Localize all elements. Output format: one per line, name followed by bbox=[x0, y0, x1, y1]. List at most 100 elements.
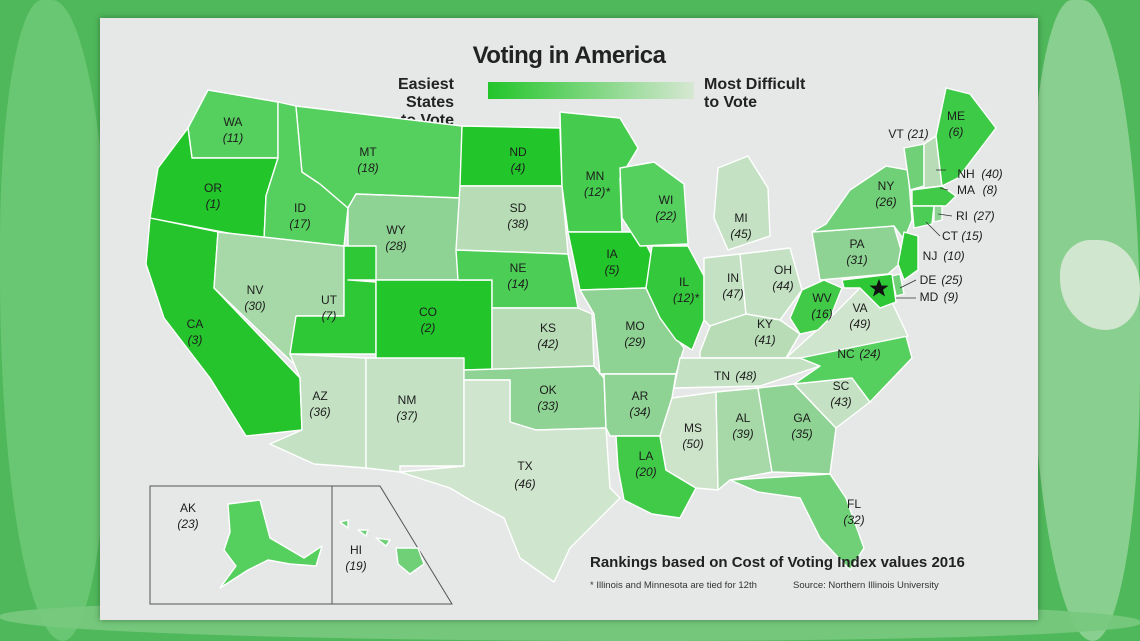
state-shape-md[interactable] bbox=[841, 273, 897, 309]
map-title: Voting in America bbox=[472, 42, 666, 69]
state-rank-nh: (40) bbox=[981, 167, 1002, 181]
legend-difficult-line1: Most Difficult bbox=[704, 76, 806, 93]
state-rank-id: (17) bbox=[289, 217, 310, 231]
state-rank-tx: (46) bbox=[514, 477, 535, 491]
source-credit: Source: Northern Illinois University bbox=[793, 580, 939, 591]
state-shape-nm[interactable] bbox=[365, 357, 465, 473]
state-shape-ma[interactable] bbox=[911, 185, 957, 207]
state-label-nv: NV bbox=[247, 283, 264, 297]
state-rank-oh: (44) bbox=[772, 279, 793, 293]
state-rank-or: (1) bbox=[206, 197, 221, 211]
state-shape-ct[interactable] bbox=[911, 205, 935, 229]
state-rank-nm: (37) bbox=[396, 409, 417, 423]
state-label-de: DE bbox=[920, 273, 937, 287]
state-label-or: OR bbox=[204, 181, 222, 195]
legend-difficult-label: Most Difficult to Vote bbox=[704, 76, 864, 112]
state-shape-oh[interactable] bbox=[739, 247, 803, 321]
map-card: Voting in America Easiest States to Vote… bbox=[100, 18, 1038, 620]
state-shape-wi[interactable] bbox=[619, 161, 689, 247]
state-rank-wv: (16) bbox=[811, 307, 832, 321]
state-rank-nd: (4) bbox=[511, 161, 526, 175]
background-shape bbox=[1060, 240, 1140, 330]
state-label-al: AL bbox=[736, 411, 751, 425]
state-rank-ak: (23) bbox=[177, 517, 198, 531]
state-shape-tx[interactable] bbox=[399, 379, 621, 583]
state-rank-mi: (45) bbox=[730, 227, 751, 241]
state-shape-nj[interactable] bbox=[897, 231, 919, 281]
state-label-nj: NJ bbox=[923, 249, 938, 263]
legend-gradient-bar bbox=[488, 82, 694, 99]
state-rank-ma: (8) bbox=[983, 183, 998, 197]
state-label-la: LA bbox=[639, 449, 654, 463]
state-shape-il[interactable] bbox=[645, 245, 705, 351]
state-label-vt: VT bbox=[888, 127, 904, 141]
legend-difficult-line2: to Vote bbox=[704, 94, 758, 111]
state-label-ca: CA bbox=[187, 317, 204, 331]
state-rank-nv: (30) bbox=[244, 299, 265, 313]
state-label-ak: AK bbox=[180, 501, 196, 515]
state-rank-mt: (18) bbox=[357, 161, 378, 175]
state-rank-mn: (12)* bbox=[584, 185, 610, 199]
star-icon bbox=[869, 279, 889, 297]
state-rank-ri: (27) bbox=[973, 209, 994, 223]
state-rank-nc: (24) bbox=[859, 347, 880, 361]
state-rank-ms: (50) bbox=[682, 437, 703, 451]
state-label-sc: SC bbox=[833, 379, 850, 393]
state-label-ar: AR bbox=[632, 389, 649, 403]
state-label-wv: WV bbox=[812, 291, 831, 305]
state-label-tn: TN bbox=[714, 369, 730, 383]
state-shape-ak[interactable] bbox=[219, 499, 323, 589]
state-label-il: IL bbox=[679, 275, 689, 289]
state-shape-hi[interactable] bbox=[339, 519, 425, 575]
state-shape-nc[interactable] bbox=[793, 335, 913, 403]
leader-line-ri bbox=[937, 213, 953, 217]
state-label-fl: FL bbox=[847, 497, 861, 511]
state-rank-la: (20) bbox=[635, 465, 656, 479]
state-rank-va: (49) bbox=[849, 317, 870, 331]
state-rank-vt: (21) bbox=[907, 127, 928, 141]
state-label-oh: OH bbox=[774, 263, 792, 277]
background-shape bbox=[0, 0, 110, 641]
state-rank-al: (39) bbox=[732, 427, 753, 441]
state-label-wa: WA bbox=[224, 115, 243, 129]
state-rank-ct: (15) bbox=[961, 229, 982, 243]
state-label-ny: NY bbox=[878, 179, 895, 193]
legend-easiest-line1: Easiest States bbox=[397, 76, 454, 111]
state-rank-sd: (38) bbox=[507, 217, 528, 231]
state-shape-ks[interactable] bbox=[491, 307, 595, 371]
footnote: * Illinois and Minnesota are tied for 12… bbox=[590, 580, 757, 591]
state-rank-in: (47) bbox=[722, 287, 743, 301]
state-rank-co: (2) bbox=[421, 321, 436, 335]
state-rank-wi: (22) bbox=[655, 209, 676, 223]
state-shape-mi[interactable] bbox=[713, 155, 771, 251]
hawaii-inset-frame bbox=[332, 485, 453, 605]
state-rank-az: (36) bbox=[309, 405, 330, 419]
state-label-md: MD bbox=[920, 290, 939, 304]
state-shape-wv[interactable] bbox=[789, 279, 843, 335]
state-rank-ky: (41) bbox=[754, 333, 775, 347]
state-label-nd: ND bbox=[509, 145, 527, 159]
state-label-ma: MA bbox=[957, 183, 975, 197]
state-label-hi: HI bbox=[350, 543, 362, 557]
state-shape-ga[interactable] bbox=[757, 383, 837, 475]
state-label-ct: CT bbox=[942, 229, 959, 243]
state-label-tx: TX bbox=[517, 459, 532, 473]
state-label-id: ID bbox=[294, 201, 306, 215]
state-rank-de: (25) bbox=[941, 273, 962, 287]
state-label-pa: PA bbox=[849, 237, 864, 251]
state-shape-fl[interactable] bbox=[729, 473, 865, 571]
state-shape-ny[interactable] bbox=[811, 165, 913, 241]
map-caption: Rankings based on Cost of Voting Index v… bbox=[590, 554, 965, 571]
state-labels: WA (11) OR (1) CA (3) ID (17) NV (30) MT… bbox=[177, 109, 1002, 573]
state-label-ks: KS bbox=[540, 321, 556, 335]
state-shape-tn[interactable] bbox=[673, 357, 821, 389]
state-label-az: AZ bbox=[312, 389, 327, 403]
state-label-va: VA bbox=[852, 301, 867, 315]
state-label-ms: MS bbox=[684, 421, 702, 435]
state-label-wy: WY bbox=[386, 223, 405, 237]
state-rank-sc: (43) bbox=[830, 395, 851, 409]
state-label-co: CO bbox=[419, 305, 437, 319]
state-rank-ks: (42) bbox=[537, 337, 558, 351]
state-shape-al[interactable] bbox=[715, 387, 773, 491]
state-label-mo: MO bbox=[625, 319, 644, 333]
